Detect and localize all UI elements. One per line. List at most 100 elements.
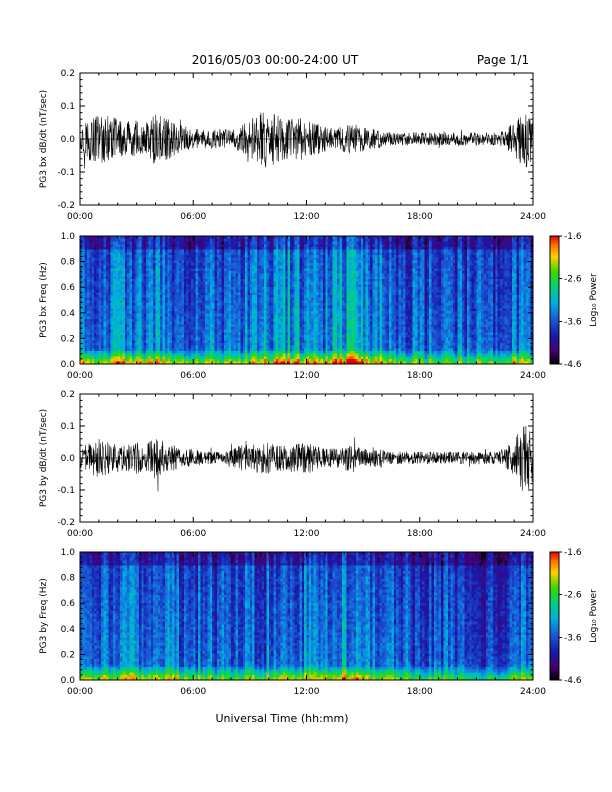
heatmap-cell bbox=[212, 305, 215, 309]
heatmap-cell bbox=[311, 297, 314, 301]
heatmap-cell bbox=[278, 324, 281, 328]
heatmap-cell bbox=[160, 262, 163, 266]
heatmap-cell bbox=[84, 353, 88, 357]
heatmap-cell bbox=[289, 270, 293, 274]
heatmap-cell bbox=[297, 286, 300, 290]
heatmap-cell bbox=[297, 353, 300, 357]
heatmap-cell bbox=[143, 361, 147, 365]
heatmap-cell bbox=[223, 246, 227, 250]
heatmap-cell bbox=[202, 310, 206, 314]
heatmap-cell bbox=[299, 321, 303, 325]
heatmap-cell bbox=[117, 236, 121, 240]
heatmap-cell bbox=[256, 340, 260, 344]
heatmap-cell bbox=[247, 356, 251, 360]
heatmap-cell bbox=[105, 353, 109, 357]
heatmap-cell bbox=[98, 286, 102, 290]
heatmap-cell bbox=[247, 345, 251, 349]
heatmap-cell bbox=[89, 284, 93, 288]
heatmap-cell bbox=[153, 252, 156, 256]
heatmap-cell bbox=[233, 286, 237, 290]
heatmap-cell bbox=[117, 278, 121, 282]
heatmap-cell bbox=[138, 313, 142, 317]
heatmap-cell bbox=[164, 345, 168, 349]
heatmap-cell bbox=[285, 281, 289, 285]
heatmap-cell bbox=[155, 348, 159, 352]
heatmap-cell bbox=[174, 342, 178, 346]
heatmap-cell bbox=[212, 300, 215, 304]
heatmap-cell bbox=[228, 334, 232, 338]
heatmap-cell bbox=[297, 308, 300, 312]
heatmap-cell bbox=[113, 350, 116, 354]
heatmap-cell bbox=[273, 308, 277, 312]
heatmap-cell bbox=[129, 238, 133, 242]
heatmap-cell bbox=[292, 241, 296, 245]
heatmap-cell bbox=[245, 262, 248, 266]
heatmap-cell bbox=[193, 337, 197, 341]
heatmap-cell bbox=[176, 286, 180, 290]
heatmap-cell bbox=[318, 324, 322, 328]
heatmap-cell bbox=[82, 249, 86, 253]
heatmap-cell bbox=[299, 329, 303, 333]
heatmap-cell bbox=[176, 236, 180, 240]
heatmap-cell bbox=[202, 249, 206, 253]
heatmap-cell bbox=[164, 353, 168, 357]
heatmap-cell bbox=[240, 313, 244, 317]
heatmap-cell bbox=[297, 337, 300, 341]
heatmap-cell bbox=[96, 353, 100, 357]
heatmap-cell bbox=[169, 252, 173, 256]
heatmap-cell bbox=[105, 292, 109, 296]
heatmap-cell bbox=[238, 305, 241, 309]
heatmap-cell bbox=[304, 337, 307, 341]
heatmap-cell bbox=[87, 300, 90, 304]
heatmap-cell bbox=[186, 254, 189, 258]
heatmap-cell bbox=[221, 246, 225, 250]
heatmap-cell bbox=[179, 326, 182, 330]
heatmap-cell bbox=[318, 313, 322, 317]
heatmap-cell bbox=[231, 316, 234, 320]
heatmap-cell bbox=[301, 345, 305, 349]
heatmap-cell bbox=[254, 334, 258, 338]
heatmap-cell bbox=[202, 294, 206, 298]
heatmap-cell bbox=[148, 289, 152, 293]
heatmap-cell bbox=[313, 262, 317, 266]
heatmap-cell bbox=[124, 292, 128, 296]
heatmap-cell bbox=[233, 260, 237, 264]
heatmap-cell bbox=[87, 361, 90, 365]
heatmap-cell bbox=[287, 246, 291, 250]
heatmap-cell bbox=[129, 337, 133, 341]
heatmap-cell bbox=[252, 284, 255, 288]
heatmap-cell bbox=[124, 241, 128, 245]
heatmap-cell bbox=[138, 281, 142, 285]
heatmap-cell bbox=[280, 353, 284, 357]
heatmap-cell bbox=[313, 300, 317, 304]
heatmap-cell bbox=[122, 276, 126, 280]
heatmap-cell bbox=[280, 308, 284, 312]
heatmap-cell bbox=[120, 334, 123, 338]
heatmap-cell bbox=[155, 270, 159, 274]
heatmap-cell bbox=[110, 249, 114, 253]
heatmap-cell bbox=[129, 342, 133, 346]
heatmap-cell bbox=[242, 268, 246, 272]
heatmap-cell bbox=[268, 260, 272, 264]
heatmap-cell bbox=[249, 262, 253, 266]
heatmap-cell bbox=[278, 340, 281, 344]
heatmap-cell bbox=[289, 265, 293, 269]
heatmap-cell bbox=[141, 268, 145, 272]
heatmap-cell bbox=[226, 292, 230, 296]
heatmap-cell bbox=[98, 345, 102, 349]
heatmap-cell bbox=[313, 318, 317, 322]
heatmap-cell bbox=[96, 292, 100, 296]
heatmap-cell bbox=[179, 308, 182, 312]
heatmap-cell bbox=[259, 260, 263, 264]
heatmap-cell bbox=[113, 257, 116, 261]
heatmap-cell bbox=[148, 361, 152, 365]
heatmap-cell bbox=[117, 361, 121, 365]
heatmap-cell bbox=[160, 316, 163, 320]
heatmap-cell bbox=[242, 260, 246, 264]
heatmap-cell bbox=[122, 254, 126, 258]
heatmap-cell bbox=[164, 262, 168, 266]
heatmap-cell bbox=[289, 257, 293, 261]
heatmap-cell bbox=[259, 246, 263, 250]
heatmap-cell bbox=[120, 249, 123, 253]
heatmap-cell bbox=[247, 334, 251, 338]
